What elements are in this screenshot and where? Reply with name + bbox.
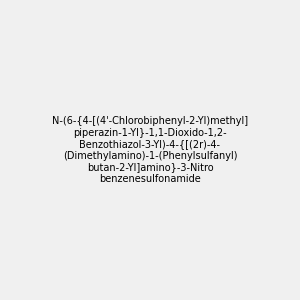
Text: N-(6-{4-[(4'-Chlorobiphenyl-2-Yl)methyl]
piperazin-1-Yl}-1,1-Dioxido-1,2-
Benzot: N-(6-{4-[(4'-Chlorobiphenyl-2-Yl)methyl]…: [52, 116, 248, 184]
